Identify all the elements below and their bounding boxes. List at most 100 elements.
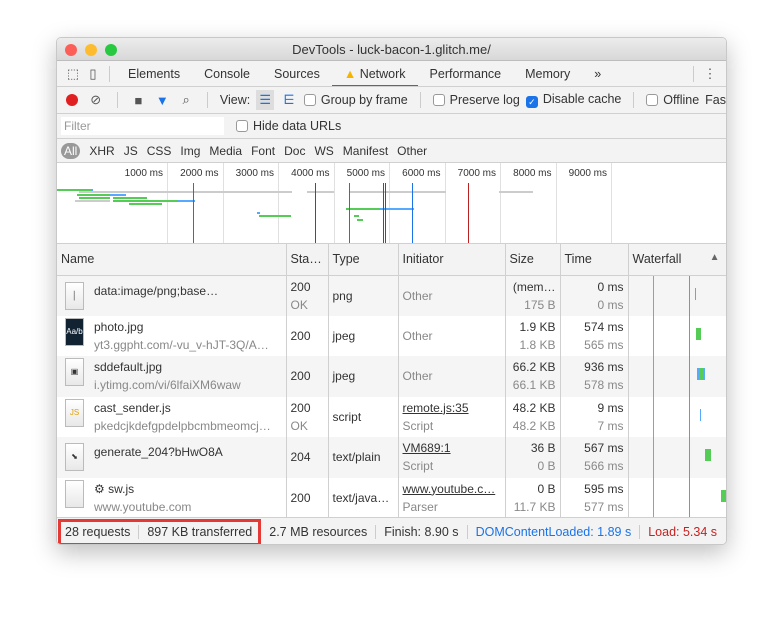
initiator-cell[interactable]: www.youtube.c… Parser xyxy=(398,477,506,518)
status-cell: 200 xyxy=(286,477,329,518)
name-cell[interactable]: │ data:image/png;base… xyxy=(57,275,287,316)
close-button[interactable] xyxy=(65,44,77,56)
type-cell: script xyxy=(328,396,399,437)
initiator-cell[interactable]: VM689:1 Script xyxy=(398,437,506,478)
overview-tick-label: 7000 ms xyxy=(457,168,496,179)
table-row[interactable]: ▣ sddefault.jpg i.ytimg.com/vi/6lfaiXM6waw… xyxy=(57,356,726,397)
type-filter-img[interactable]: Img xyxy=(180,143,201,158)
type-filter-media[interactable]: Media xyxy=(209,143,243,158)
column-header-6[interactable]: Waterfall ▲ xyxy=(628,244,726,276)
overview-gridline xyxy=(500,163,501,243)
size-cell: 1.9 KB 1.8 KB xyxy=(505,315,561,356)
highlight-box xyxy=(58,519,261,544)
preserve-log-checkbox[interactable]: Preserve log xyxy=(432,93,520,107)
table-row[interactable]: Aa/b photo.jpg yt3.ggpht.com/-vu_v-hJT-3Q/… xyxy=(57,315,726,356)
type-filter-ws[interactable]: WS xyxy=(314,143,334,158)
overview-bar xyxy=(77,194,109,196)
overview-timeline: 1000 ms 2000 ms 3000 ms 4000 ms 5000 ms 6000 … xyxy=(57,163,726,244)
overview-bar xyxy=(357,219,363,221)
waterfall-cell xyxy=(628,396,726,437)
column-header-1[interactable]: Sta… xyxy=(286,244,329,276)
column-header-2[interactable]: Type xyxy=(328,244,399,276)
tab-network[interactable]: ▲ Network xyxy=(331,61,418,86)
type-filter-css[interactable]: CSS xyxy=(146,143,172,158)
type-filter-js[interactable]: JS xyxy=(123,143,138,158)
overview-tick-label: 4000 ms xyxy=(291,168,330,179)
hide-data-urls-checkbox[interactable]: Hide data URLs xyxy=(236,119,341,133)
type-filter-font[interactable]: Font xyxy=(251,143,276,158)
large-rows-icon[interactable]: ☰ xyxy=(256,90,275,110)
overview-bar xyxy=(257,212,260,214)
view-label: View: xyxy=(219,93,251,107)
minimize-button[interactable] xyxy=(85,44,97,56)
name-cell[interactable]: ⬊ generate_204?bHwO8A xyxy=(57,437,287,478)
inspect-element-icon[interactable]: ⬚ xyxy=(66,65,80,81)
size-cell: 48.2 KB 48.2 KB xyxy=(505,396,561,437)
status-cell: 200 OK xyxy=(286,396,329,437)
table-row[interactable]: │ data:image/png;base… 200 OK png Other (m… xyxy=(57,275,726,316)
initiator-cell[interactable]: remote.js:35 Script xyxy=(398,396,506,437)
filter-input[interactable]: Filter xyxy=(61,117,224,135)
overview-marker-line xyxy=(468,183,469,243)
tab-elements[interactable]: Elements xyxy=(128,66,181,81)
screenshot-camera-icon[interactable]: ■ xyxy=(134,92,143,108)
resources-size: 2.7 MB resources xyxy=(261,524,377,539)
overview-tick-label: 1000 ms xyxy=(124,168,163,179)
time-cell: 567 ms 566 ms xyxy=(560,437,629,478)
file-type-icon: ▣ xyxy=(65,358,84,387)
tab-sources[interactable]: Sources xyxy=(273,66,320,81)
status-cell: 200 xyxy=(286,356,329,397)
overview-tick-label: 8000 ms xyxy=(513,168,552,179)
name-cell[interactable]: ▣ sddefault.jpg i.ytimg.com/vi/6lfaiXM6waw xyxy=(57,356,287,397)
kebab-menu-icon[interactable]: ⋮ xyxy=(703,65,717,81)
offline-checkbox[interactable]: Offline xyxy=(646,93,699,107)
tab-performance[interactable]: Performance xyxy=(429,66,502,81)
request-count: 28 requests xyxy=(57,524,140,539)
filter-icon[interactable]: ▼ xyxy=(155,92,169,108)
overview-tick-label: 6000 ms xyxy=(402,168,441,179)
overview-marker-line xyxy=(385,183,386,243)
waterfall-bar xyxy=(704,449,711,461)
throttle-select[interactable]: Fas xyxy=(705,93,726,107)
overview-bar xyxy=(57,189,91,191)
column-header-3[interactable]: Initiator xyxy=(398,244,506,276)
search-icon[interactable]: ⌕ xyxy=(182,92,190,107)
column-header-5[interactable]: Time xyxy=(560,244,629,276)
more-tabs-icon[interactable]: » xyxy=(594,66,602,81)
table-row[interactable]: ⚙ sw.js www.youtube.com 200 text/java… ww… xyxy=(57,477,726,518)
type-filter-doc[interactable]: Doc xyxy=(284,143,306,158)
tab-memory[interactable]: Memory xyxy=(525,66,571,81)
group-by-frame-checkbox[interactable]: Group by frame xyxy=(303,93,408,107)
tab-console[interactable]: Console xyxy=(204,66,250,81)
table-row[interactable]: ⬊ generate_204?bHwO8A 204 text/plain VM68… xyxy=(57,437,726,478)
column-header-4[interactable]: Size xyxy=(505,244,561,276)
waterfall-bar xyxy=(720,489,726,502)
device-toolbar-icon[interactable]: ▯ xyxy=(89,65,97,81)
gear-icon: ⚙ xyxy=(94,481,105,496)
type-filter-xhr[interactable]: XHR xyxy=(89,143,115,158)
devtools-window: DevTools - luck-bacon-1.glitch.me/ ⬚ ▯ E… xyxy=(56,37,727,545)
name-cell[interactable]: ⚙ sw.js www.youtube.com xyxy=(57,477,287,518)
waterfall-view-icon[interactable]: ⋿ xyxy=(283,92,295,107)
type-filter-manifest[interactable]: Manifest xyxy=(342,143,389,158)
tab-network-label: Network xyxy=(359,66,406,81)
disable-cache-checkbox[interactable]: ✓ Disable cache xyxy=(525,92,621,108)
type-filter-other[interactable]: Other xyxy=(397,143,428,158)
finish-time: Finish: 8.90 s xyxy=(376,524,468,539)
initiator-cell: Other xyxy=(398,356,506,397)
overview-marker-line xyxy=(349,183,350,243)
table-row[interactable]: JS cast_sender.js pkedcjkdefgpdelpbcmbmeom… xyxy=(57,396,726,437)
overview-bar xyxy=(307,191,334,193)
clear-icon[interactable]: ⊘ xyxy=(90,92,102,107)
type-filter-all[interactable]: All xyxy=(61,142,81,159)
column-header-0[interactable]: Name xyxy=(57,244,287,276)
maximize-button[interactable] xyxy=(105,44,117,56)
load-time: Load: 5.34 s xyxy=(648,524,718,539)
overview-tick-label: 2000 ms xyxy=(180,168,219,179)
overview-gridline xyxy=(222,163,224,243)
overview-bar xyxy=(379,208,414,210)
overview-gridline xyxy=(278,163,279,243)
name-cell[interactable]: JS cast_sender.js pkedcjkdefgpdelpbcmbmeom… xyxy=(57,396,287,437)
record-icon[interactable] xyxy=(63,90,81,110)
name-cell[interactable]: Aa/b photo.jpg yt3.ggpht.com/-vu_v-hJT-3Q/… xyxy=(57,315,287,356)
